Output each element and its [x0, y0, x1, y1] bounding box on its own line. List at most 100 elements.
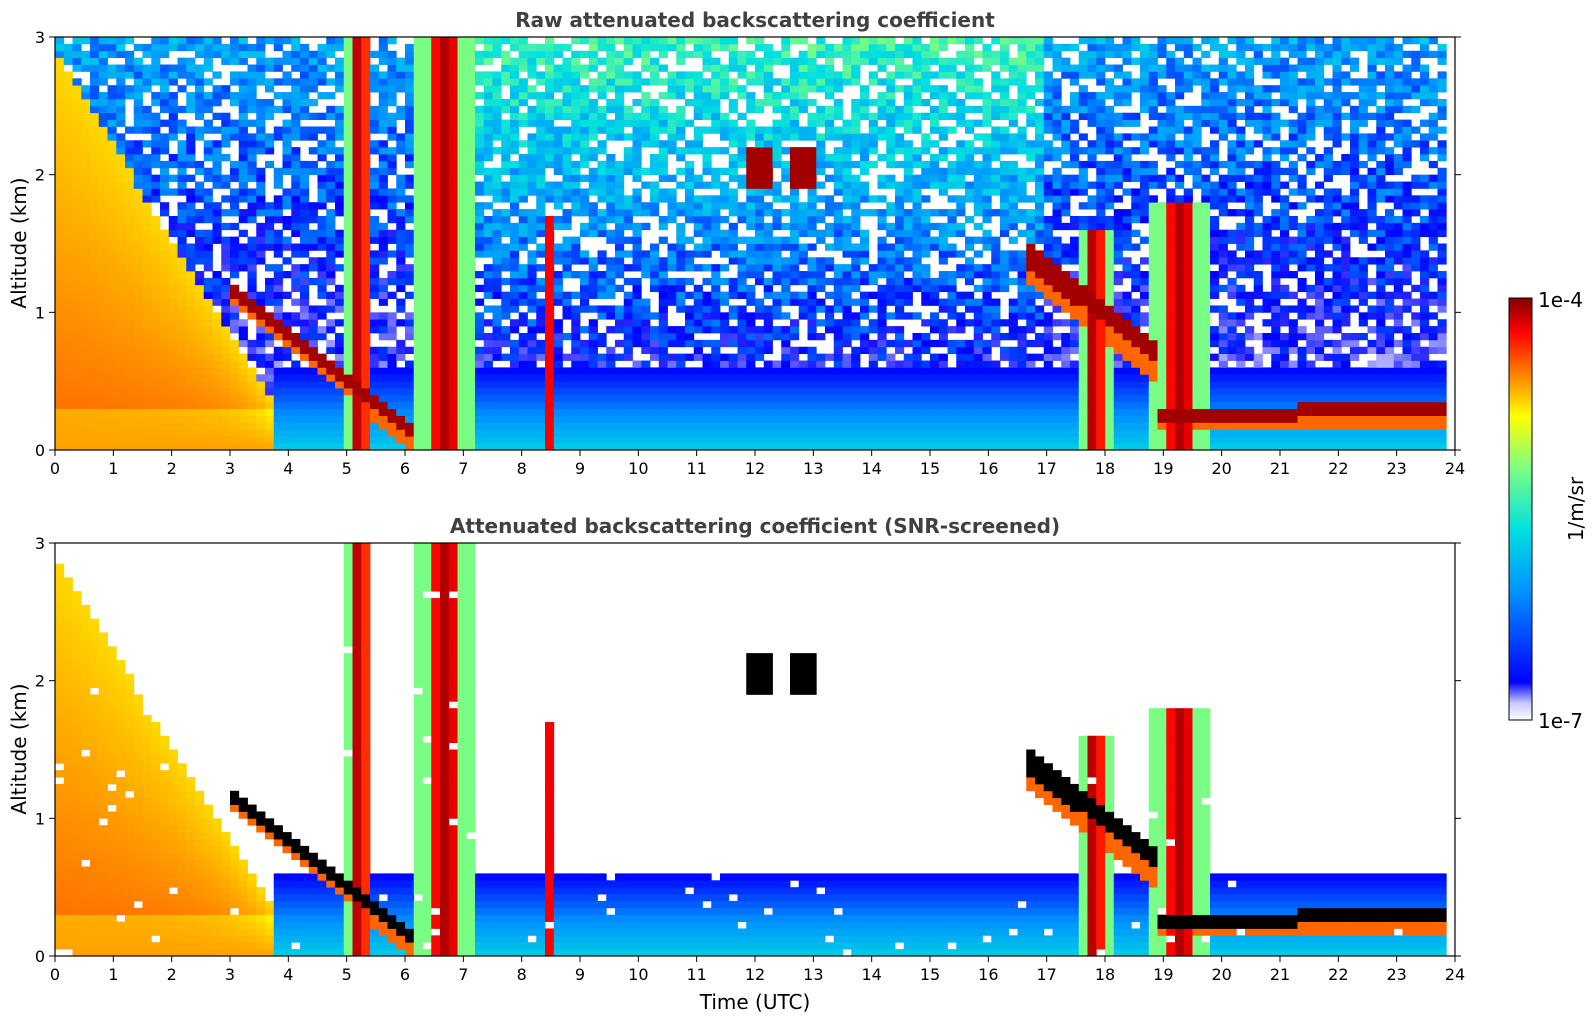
heatmap-cell [615, 305, 625, 313]
heatmap-cell [81, 37, 91, 45]
heatmap-cell [116, 401, 126, 410]
heatmap-cell [177, 415, 187, 423]
heatmap-cell [545, 326, 555, 334]
heatmap-cell [851, 284, 861, 293]
heatmap-cell [378, 436, 388, 444]
heatmap-cell [81, 339, 91, 348]
heatmap-cell [168, 353, 178, 361]
heatmap-cell [588, 229, 598, 238]
heatmap-cell [247, 277, 257, 286]
heatmap-cell [606, 174, 616, 182]
heatmap-cell [860, 381, 870, 389]
heatmap-cell [790, 209, 800, 217]
heatmap-cell [160, 71, 170, 79]
heatmap-cell [98, 50, 108, 59]
heatmap-cell [431, 332, 441, 341]
heatmap-cell [553, 222, 563, 231]
heatmap-cell [63, 195, 73, 203]
heatmap-cell [641, 140, 651, 148]
heatmap-cell [562, 415, 572, 423]
heatmap-cell [81, 147, 91, 155]
heatmap-cell [195, 50, 205, 59]
heatmap-cell [448, 202, 458, 210]
heatmap-cell [842, 181, 852, 189]
heatmap-cell [790, 147, 800, 155]
heatmap-cell [571, 388, 581, 396]
heatmap-cell [667, 174, 677, 182]
heatmap-cell [387, 229, 397, 238]
heatmap-cell [518, 367, 528, 375]
heatmap-cell [335, 105, 345, 114]
heatmap-cell [492, 429, 502, 437]
heatmap-cell [571, 381, 581, 389]
heatmap-cell [588, 188, 598, 196]
heatmap-cell [413, 243, 423, 251]
heatmap-cell [448, 188, 458, 196]
heatmap-cell [597, 71, 607, 79]
heatmap-cell [571, 401, 581, 410]
heatmap-cell [133, 222, 143, 231]
heatmap-cell [510, 271, 520, 279]
heatmap-cell [343, 291, 353, 299]
heatmap-cell [212, 215, 222, 224]
heatmap-cell [685, 264, 695, 272]
heatmap-cell [422, 202, 432, 210]
heatmap-cell [431, 381, 441, 389]
heatmap-cell [553, 271, 563, 279]
heatmap-cell [98, 360, 108, 368]
heatmap-cell [308, 312, 318, 320]
heatmap-cell [448, 250, 458, 258]
heatmap-cell [440, 202, 450, 210]
heatmap-cell [405, 119, 415, 127]
heatmap-cell [72, 133, 82, 141]
heatmap-cell [798, 167, 808, 176]
heatmap-cell [90, 312, 100, 320]
heatmap-cell [133, 381, 143, 389]
heatmap-cell [413, 195, 423, 203]
heatmap-cell [151, 284, 161, 293]
heatmap-cell [615, 160, 625, 169]
heatmap-cell [772, 326, 782, 334]
heatmap-cell [483, 78, 493, 86]
heatmap-cell [203, 167, 213, 176]
heatmap-cell [466, 209, 476, 217]
heatmap-cell [195, 381, 205, 389]
heatmap-cell [55, 160, 65, 169]
heatmap-cell [755, 332, 765, 341]
heatmap-cell [98, 394, 108, 403]
heatmap-cell [667, 37, 677, 45]
heatmap-cell [763, 85, 773, 93]
heatmap-cell [195, 326, 205, 334]
heatmap-cell [825, 305, 835, 313]
heatmap-cell [693, 133, 703, 141]
heatmap-cell [746, 126, 756, 134]
heatmap-cell [588, 422, 598, 430]
heatmap-cell [291, 78, 301, 86]
heatmap-cell [842, 401, 852, 410]
heatmap-cell [90, 37, 100, 45]
heatmap-cell [116, 71, 126, 79]
heatmap-cell [903, 64, 913, 72]
heatmap-cell [230, 98, 240, 107]
heatmap-cell [728, 154, 738, 162]
heatmap-cell [903, 37, 913, 45]
heatmap-cell [632, 147, 642, 155]
heatmap-cell [273, 215, 283, 224]
heatmap-cell [300, 326, 310, 334]
heatmap-cell [291, 126, 301, 134]
heatmap-cell [475, 429, 485, 437]
heatmap-cell [720, 167, 730, 176]
heatmap-cell [658, 346, 668, 355]
heatmap-cell [527, 257, 537, 265]
heatmap-cell [405, 229, 415, 238]
heatmap-cell [641, 222, 651, 231]
heatmap-cell [658, 195, 668, 203]
heatmap-cell [833, 353, 843, 361]
heatmap-cell [492, 98, 502, 107]
heatmap-cell [55, 57, 65, 65]
heatmap-cell [658, 188, 668, 196]
heatmap-cell [527, 381, 537, 389]
heatmap-cell [798, 388, 808, 396]
heatmap-cell [81, 291, 91, 299]
heatmap-cell [413, 346, 423, 355]
